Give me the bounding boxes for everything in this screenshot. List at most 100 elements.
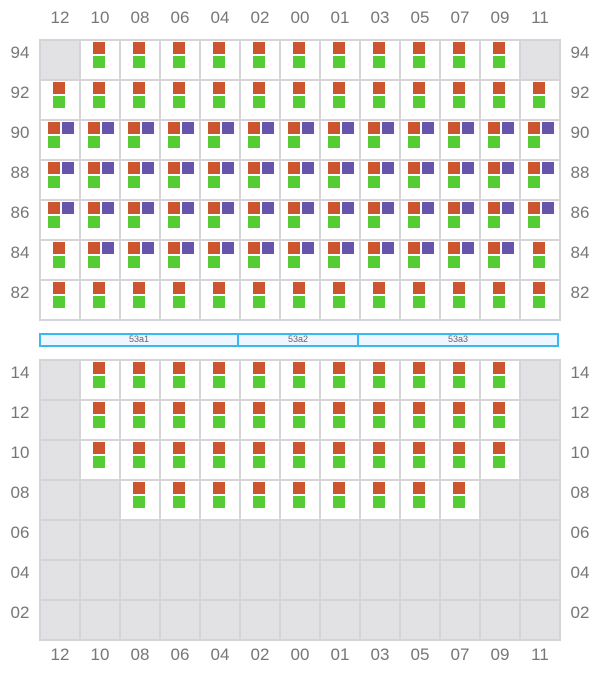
slot[interactable] — [121, 201, 159, 239]
slot[interactable] — [81, 121, 119, 159]
slot[interactable] — [401, 81, 439, 119]
slot[interactable] — [361, 161, 399, 199]
empty-slot[interactable] — [521, 401, 559, 439]
empty-slot[interactable] — [41, 401, 79, 439]
empty-slot[interactable] — [41, 561, 79, 599]
empty-slot[interactable] — [281, 561, 319, 599]
slot[interactable] — [441, 441, 479, 479]
empty-slot[interactable] — [121, 561, 159, 599]
slot[interactable] — [281, 81, 319, 119]
slot[interactable] — [441, 161, 479, 199]
slot[interactable] — [281, 121, 319, 159]
slot[interactable] — [441, 201, 479, 239]
slot[interactable] — [321, 481, 359, 519]
slot[interactable] — [401, 361, 439, 399]
slot[interactable] — [241, 121, 279, 159]
slot[interactable] — [481, 401, 519, 439]
slot[interactable] — [481, 201, 519, 239]
empty-slot[interactable] — [201, 521, 239, 559]
empty-slot[interactable] — [161, 601, 199, 639]
zone-53a3[interactable]: 53a3 — [357, 333, 559, 347]
slot[interactable] — [481, 41, 519, 79]
slot[interactable] — [401, 401, 439, 439]
empty-slot[interactable] — [241, 521, 279, 559]
slot[interactable] — [361, 241, 399, 279]
slot[interactable] — [201, 481, 239, 519]
empty-slot[interactable] — [81, 561, 119, 599]
slot[interactable] — [521, 241, 559, 279]
slot[interactable] — [281, 201, 319, 239]
slot[interactable] — [361, 401, 399, 439]
empty-slot[interactable] — [521, 441, 559, 479]
empty-slot[interactable] — [321, 521, 359, 559]
slot[interactable] — [481, 161, 519, 199]
slot[interactable] — [161, 281, 199, 319]
empty-slot[interactable] — [361, 601, 399, 639]
slot[interactable] — [481, 121, 519, 159]
slot[interactable] — [441, 41, 479, 79]
slot[interactable] — [321, 441, 359, 479]
slot[interactable] — [121, 121, 159, 159]
slot[interactable] — [41, 161, 79, 199]
empty-slot[interactable] — [521, 361, 559, 399]
empty-slot[interactable] — [321, 561, 359, 599]
slot[interactable] — [281, 161, 319, 199]
empty-slot[interactable] — [481, 521, 519, 559]
slot[interactable] — [201, 441, 239, 479]
slot[interactable] — [281, 281, 319, 319]
slot[interactable] — [441, 281, 479, 319]
slot[interactable] — [281, 441, 319, 479]
slot[interactable] — [41, 201, 79, 239]
slot[interactable] — [401, 241, 439, 279]
slot[interactable] — [401, 441, 439, 479]
zone-53a2[interactable]: 53a2 — [237, 333, 359, 347]
empty-slot[interactable] — [401, 601, 439, 639]
empty-slot[interactable] — [41, 361, 79, 399]
slot[interactable] — [361, 441, 399, 479]
slot[interactable] — [201, 281, 239, 319]
slot[interactable] — [121, 401, 159, 439]
slot[interactable] — [321, 81, 359, 119]
slot[interactable] — [321, 241, 359, 279]
empty-slot[interactable] — [441, 561, 479, 599]
slot[interactable] — [161, 241, 199, 279]
slot[interactable] — [521, 161, 559, 199]
slot[interactable] — [441, 361, 479, 399]
empty-slot[interactable] — [321, 601, 359, 639]
slot[interactable] — [241, 241, 279, 279]
slot[interactable] — [281, 241, 319, 279]
slot[interactable] — [401, 161, 439, 199]
empty-slot[interactable] — [281, 601, 319, 639]
slot[interactable] — [81, 361, 119, 399]
empty-slot[interactable] — [41, 521, 79, 559]
slot[interactable] — [241, 441, 279, 479]
slot[interactable] — [121, 161, 159, 199]
slot[interactable] — [361, 121, 399, 159]
slot[interactable] — [121, 41, 159, 79]
empty-slot[interactable] — [41, 481, 79, 519]
slot[interactable] — [201, 81, 239, 119]
slot[interactable] — [161, 401, 199, 439]
empty-slot[interactable] — [201, 601, 239, 639]
slot[interactable] — [241, 361, 279, 399]
empty-slot[interactable] — [481, 481, 519, 519]
slot[interactable] — [81, 241, 119, 279]
slot[interactable] — [81, 441, 119, 479]
zone-53a1[interactable]: 53a1 — [39, 333, 239, 347]
slot[interactable] — [361, 281, 399, 319]
slot[interactable] — [401, 121, 439, 159]
slot[interactable] — [521, 201, 559, 239]
slot[interactable] — [121, 241, 159, 279]
slot[interactable] — [121, 441, 159, 479]
slot[interactable] — [481, 441, 519, 479]
slot[interactable] — [441, 241, 479, 279]
slot[interactable] — [281, 481, 319, 519]
slot[interactable] — [321, 281, 359, 319]
slot[interactable] — [121, 281, 159, 319]
slot[interactable] — [321, 201, 359, 239]
slot[interactable] — [361, 41, 399, 79]
slot[interactable] — [321, 361, 359, 399]
slot[interactable] — [401, 281, 439, 319]
slot[interactable] — [201, 241, 239, 279]
slot[interactable] — [161, 201, 199, 239]
